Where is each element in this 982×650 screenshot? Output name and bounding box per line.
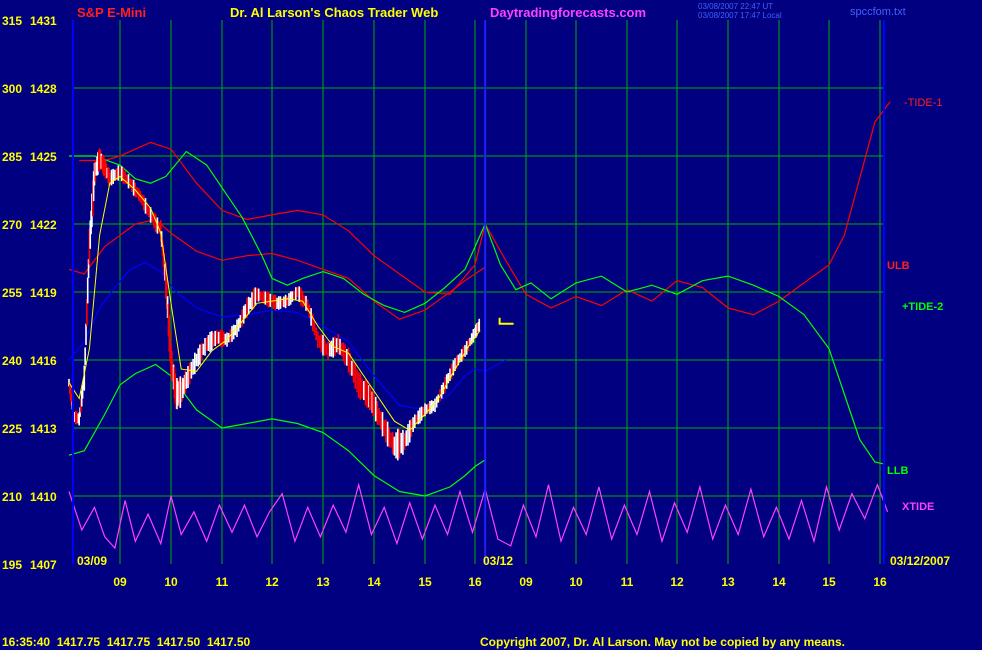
y-tick-label-right: 1422 bbox=[30, 218, 57, 232]
series-label-llb: LLB bbox=[887, 465, 908, 477]
copyright-notice: Copyright 2007, Dr. Al Larson. May not b… bbox=[480, 635, 845, 649]
x-tick-label: 11 bbox=[621, 575, 634, 589]
x-tick-label: 10 bbox=[569, 575, 583, 589]
site-link[interactable]: Daytradingforecasts.com bbox=[490, 5, 646, 20]
axes: 315 1431 300 1428 285 1425 270 1422 255 1419 240 14… bbox=[2, 14, 887, 589]
y-tick-label-right: 1407 bbox=[30, 558, 57, 572]
y-tick-label-right: 1419 bbox=[30, 286, 57, 300]
quote-readout: 16:35:40 1417.75 1417.75 1417.50 1417.50 bbox=[2, 635, 251, 649]
x-tick-label: 15 bbox=[822, 575, 836, 589]
y-tick-label-right: 1425 bbox=[30, 150, 57, 164]
forecast-marker bbox=[498, 317, 514, 325]
symbol-title: S&P E-Mini bbox=[77, 5, 146, 20]
x-tick-label: 16 bbox=[873, 575, 887, 589]
date-label-left: 03/09 bbox=[77, 554, 107, 568]
y-tick-label-left: 270 bbox=[2, 218, 22, 232]
x-tick-label: 13 bbox=[316, 575, 330, 589]
x-tick-label: 15 bbox=[418, 575, 432, 589]
series-label-ulb: ULB bbox=[887, 260, 910, 272]
series-xtide bbox=[68, 482, 889, 550]
x-tick-label: 09 bbox=[113, 575, 127, 589]
x-tick-label: 12 bbox=[670, 575, 684, 589]
x-tick-label: 12 bbox=[265, 575, 279, 589]
series-midline bbox=[68, 261, 506, 411]
data-file-name: spccfom.txt bbox=[850, 6, 906, 18]
x-tick-label: 11 bbox=[216, 575, 229, 589]
plot-area bbox=[68, 101, 891, 550]
y-tick-label-left: 240 bbox=[2, 354, 22, 368]
timestamp-local: 03/08/2007 17:47 Local bbox=[698, 11, 782, 20]
y-tick-label-left: 315 bbox=[2, 14, 22, 28]
timestamp-ut: 03/08/2007 22:47 UT bbox=[698, 2, 773, 11]
date-label-mid: 03/12 bbox=[483, 554, 513, 568]
x-tick-label: 14 bbox=[772, 575, 786, 589]
y-tick-label-left: 300 bbox=[2, 82, 22, 96]
series-llb bbox=[68, 363, 486, 497]
x-tick-label: 16 bbox=[468, 575, 482, 589]
y-tick-label-left: 285 bbox=[2, 150, 22, 164]
y-tick-label-right: 1413 bbox=[30, 422, 57, 436]
series-average bbox=[68, 175, 481, 431]
series-label-xtide: XTIDE bbox=[902, 501, 934, 513]
x-tick-label: 13 bbox=[721, 575, 735, 589]
y-tick-label-left: 225 bbox=[2, 422, 22, 436]
date-label-right: 03/12/2007 bbox=[890, 554, 950, 568]
y-tick-label-right: 1431 bbox=[30, 14, 57, 28]
x-tick-label: 10 bbox=[164, 575, 178, 589]
series-ulb bbox=[68, 218, 486, 320]
y-tick-label-right: 1428 bbox=[30, 82, 57, 96]
chart-title: Dr. Al Larson's Chaos Trader Web bbox=[230, 5, 438, 20]
x-tick-label: 14 bbox=[367, 575, 381, 589]
series-tide2 bbox=[69, 150, 886, 465]
x-tick-label: 09 bbox=[519, 575, 533, 589]
series-label-tide2: +TIDE-2 bbox=[902, 301, 943, 313]
y-tick-label-right: 1410 bbox=[30, 490, 57, 504]
y-tick-label-left: 195 bbox=[2, 558, 22, 572]
series-label-tide1: -TIDE-1 bbox=[904, 97, 943, 109]
y-tick-label-left: 210 bbox=[2, 490, 22, 504]
y-tick-label-right: 1416 bbox=[30, 354, 57, 368]
y-tick-label-left: 255 bbox=[2, 286, 22, 300]
